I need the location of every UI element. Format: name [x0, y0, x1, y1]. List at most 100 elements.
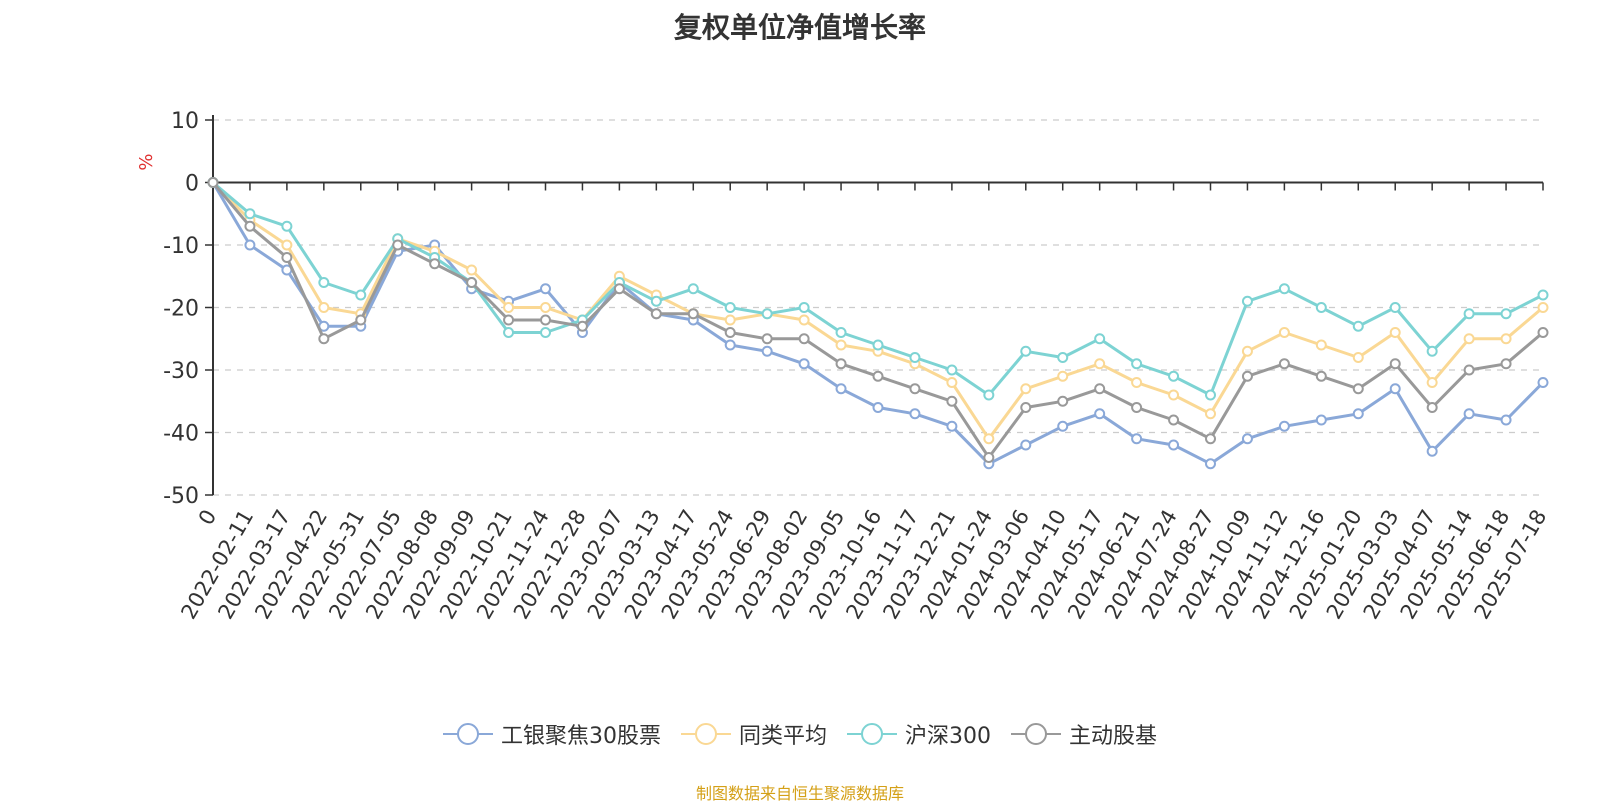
legend-circle [456, 723, 479, 745]
legend-item-series-3[interactable]: 沪深300 [847, 718, 991, 750]
data-point [503, 314, 515, 326]
data-point [1205, 389, 1216, 401]
legend: 工银聚焦30股票 同类平均 沪深300 主动股基 [0, 718, 1600, 750]
data-point [946, 395, 958, 407]
data-point [1205, 408, 1216, 420]
data-point [1389, 383, 1401, 395]
data-point [1389, 327, 1401, 338]
data-point [724, 302, 736, 313]
data-point [503, 302, 515, 313]
data-point [1463, 308, 1475, 320]
data-point [687, 283, 699, 295]
legend-marker-icon [442, 723, 493, 745]
data-point [281, 220, 293, 232]
data-point [1352, 383, 1364, 395]
data-point [1131, 377, 1143, 388]
legend-item-series-1[interactable]: 工银聚焦30股票 [442, 718, 661, 750]
y-tick-label: -10 [163, 234, 199, 259]
series-line [212, 181, 1544, 397]
data-point [1426, 445, 1438, 457]
data-point [909, 383, 921, 395]
data-point [1537, 327, 1549, 338]
data-point [576, 320, 588, 332]
legend-label: 主动股基 [1069, 724, 1158, 749]
data-point [1020, 402, 1032, 413]
y-axis-label: % [136, 153, 157, 170]
data-point [1241, 370, 1253, 382]
data-point [1057, 420, 1069, 432]
y-tick-label: -40 [163, 422, 199, 447]
y-tick-label: 0 [185, 172, 199, 197]
legend-item-series-2[interactable]: 同类平均 [680, 718, 827, 750]
data-point [1131, 402, 1143, 413]
data-point [983, 389, 995, 401]
data-point [1057, 370, 1069, 382]
y-tick-label: -30 [163, 359, 199, 384]
data-point [318, 333, 330, 345]
series-layer [207, 177, 1549, 470]
data-point [1205, 433, 1216, 445]
data-point [1500, 358, 1512, 370]
data-point [1315, 339, 1327, 351]
series-line [211, 181, 1544, 441]
data-point [798, 358, 810, 370]
data-point [1020, 345, 1032, 357]
grid-layer [213, 119, 1543, 496]
data-point [1020, 383, 1032, 395]
data-point [687, 308, 699, 320]
data-point [1389, 358, 1401, 370]
data-point [724, 339, 736, 351]
data-point [1278, 283, 1290, 295]
data-point [1168, 389, 1180, 401]
data-point [1278, 358, 1290, 370]
data-point [835, 339, 847, 351]
data-point [983, 452, 995, 463]
data-point [1094, 383, 1106, 395]
data-point [244, 239, 256, 251]
series-3 [207, 177, 1549, 401]
data-point [540, 314, 551, 326]
data-point [761, 333, 773, 345]
data-point [1463, 333, 1475, 345]
data-point [872, 370, 884, 382]
data-point [724, 327, 736, 338]
chart-title: 复权单位净值增长率 [673, 11, 926, 44]
data-point [1463, 364, 1475, 376]
legend-label: 同类平均 [738, 724, 827, 749]
data-point [650, 295, 662, 307]
legend-label: 沪深300 [905, 724, 991, 749]
data-point [1168, 439, 1180, 451]
data-point [835, 358, 847, 370]
data-point [613, 283, 625, 295]
data-point [872, 339, 884, 351]
data-point [1500, 308, 1512, 320]
data-point [1426, 345, 1438, 357]
data-point [761, 345, 773, 357]
data-point [1241, 295, 1253, 307]
legend-circle [694, 723, 717, 745]
series-1 [207, 177, 1549, 470]
data-source-note: 制图数据来自恒生聚源数据库 [695, 784, 904, 803]
legend-item-series-4[interactable]: 主动股基 [1011, 718, 1157, 750]
data-point [540, 283, 551, 295]
data-point [1094, 333, 1106, 345]
data-point [1315, 302, 1327, 313]
legend-marker-icon [680, 723, 731, 745]
data-point [281, 252, 293, 263]
data-point [1315, 370, 1327, 382]
data-point [355, 314, 367, 326]
data-point [429, 258, 441, 270]
y-tick-label: 10 [171, 109, 199, 134]
legend-circle [861, 723, 883, 745]
data-point [392, 239, 404, 251]
data-point [909, 408, 921, 420]
data-point [798, 314, 810, 326]
data-point [1278, 420, 1290, 432]
legend-marker-icon [1011, 723, 1061, 745]
data-point [1352, 408, 1364, 420]
y-tick-label: -50 [163, 484, 199, 509]
data-point [798, 302, 810, 313]
data-point [1426, 402, 1438, 413]
data-point [318, 302, 330, 313]
data-point [1094, 408, 1106, 420]
